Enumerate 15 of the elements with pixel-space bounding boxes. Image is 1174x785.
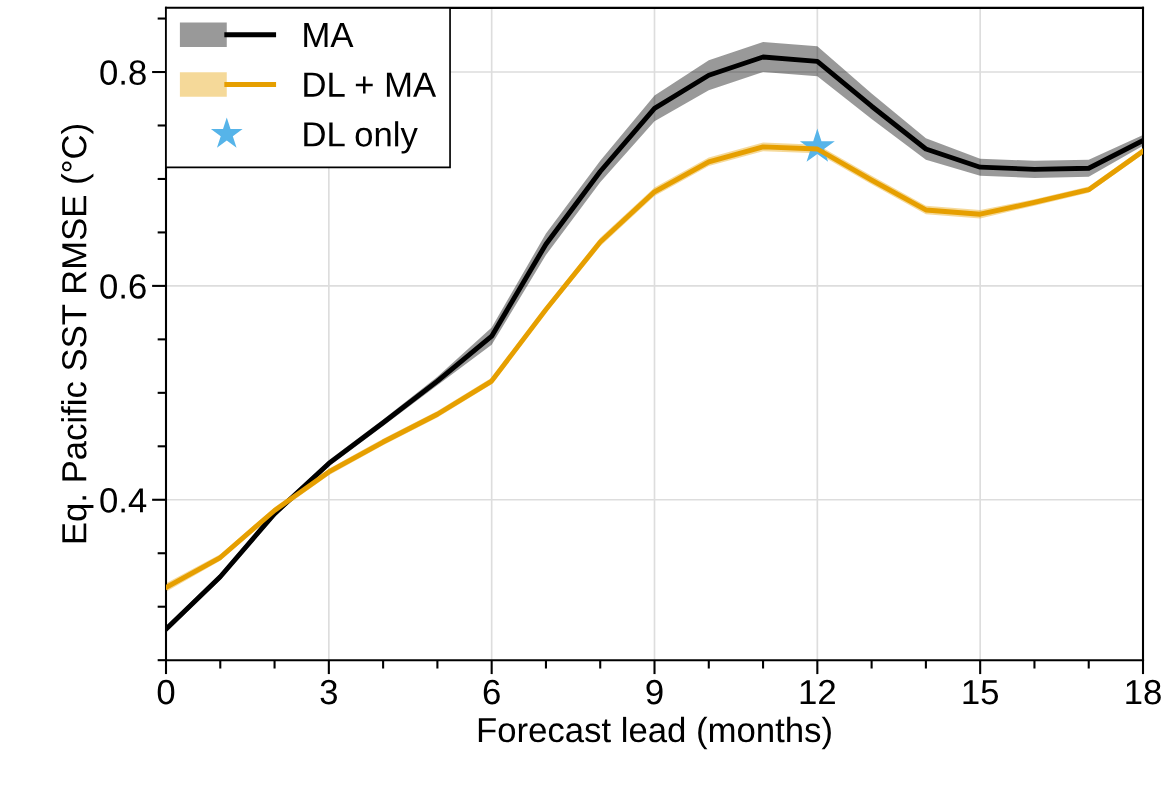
x-tick-label: 18 <box>1126 679 1161 705</box>
y-tick-label: 0.4 <box>100 488 147 513</box>
legend-label: MA <box>304 23 354 47</box>
x-tick-label: 0 <box>157 679 175 705</box>
x-tick-label: 15 <box>963 680 999 705</box>
x-tick-label: 12 <box>800 679 835 705</box>
x-tick-label: 3 <box>320 679 337 705</box>
y-tick-label: 0.6 <box>100 274 146 299</box>
x-axis-title: Forecast lead (months) <box>478 716 831 750</box>
y-axis-title: Eq. Pacific SST RMSE (°C) <box>61 125 94 543</box>
y-tick-label: 0.8 <box>100 60 146 85</box>
legend-label: DL only <box>304 121 418 154</box>
x-tick-label: 9 <box>646 679 663 705</box>
x-tick-label: 6 <box>483 679 500 705</box>
legend-label: DL + MA <box>304 72 437 97</box>
